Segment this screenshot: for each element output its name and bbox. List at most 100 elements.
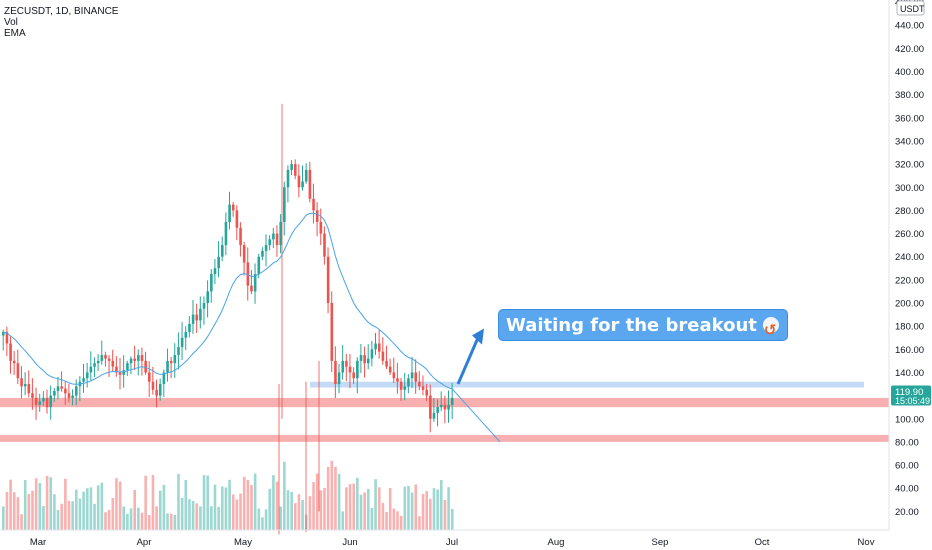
candle-body (235, 210, 239, 228)
candle-body (162, 372, 166, 385)
candle-body (82, 378, 85, 382)
candle-body (363, 355, 366, 364)
y-tick-label: 420.00 (895, 44, 924, 55)
volume-bar (151, 475, 155, 530)
candle-body (96, 360, 100, 364)
y-tick-label: 40.00 (895, 484, 919, 495)
candle-body (148, 372, 151, 382)
volume-bar (261, 517, 264, 530)
candle-body (115, 366, 118, 373)
candle-body (374, 343, 377, 350)
candle-body (122, 370, 126, 375)
last-price-tag (891, 385, 931, 406)
volume-bar (9, 479, 12, 530)
candle-body (377, 343, 381, 352)
volume-bar (100, 482, 104, 530)
volume-bar (374, 479, 377, 530)
volume-bar (297, 494, 301, 530)
candle-body (38, 401, 42, 405)
currency-tag[interactable] (896, 0, 925, 16)
volume-bar (399, 515, 403, 530)
y-tick-label: 380.00 (895, 90, 924, 101)
candle-body (129, 358, 133, 364)
volume-bar (367, 488, 370, 530)
volume-bar (385, 512, 388, 530)
volume-bar (144, 475, 147, 530)
volume-bar (356, 477, 359, 530)
volume-bar (275, 481, 279, 530)
volume-bar (166, 513, 169, 530)
candle-body (12, 360, 16, 364)
volume-bar (78, 498, 82, 530)
candle-body (213, 268, 217, 275)
volume-bar (392, 508, 396, 530)
volume-bar (60, 503, 63, 530)
y-tick-label: 240.00 (895, 252, 924, 263)
candle-body (268, 239, 272, 246)
volume-bar (308, 496, 312, 530)
volume-bar (133, 489, 136, 530)
volume-bar (177, 474, 180, 530)
candle-body (137, 355, 140, 361)
candle-body (16, 363, 20, 379)
candle-body (399, 381, 403, 390)
support-zone (0, 434, 889, 442)
volume-bar (436, 489, 439, 530)
candle-body (345, 360, 348, 367)
volume-bar (301, 499, 304, 530)
volume-bar (334, 466, 337, 530)
candle-body (177, 346, 180, 356)
chart-legend: ZECUSDT, 1D, BINANCE Vol EMA (4, 6, 118, 39)
volume-bar (104, 512, 107, 530)
y-tick-label: 160.00 (895, 345, 924, 356)
candle-body (56, 386, 60, 391)
volume-bar (180, 498, 184, 530)
candle-body (388, 366, 392, 373)
volume-bar (53, 494, 56, 530)
candle-body (53, 390, 56, 396)
symbol-title: ZECUSDT, 1D, BINANCE (4, 6, 119, 17)
volume-bar (27, 494, 31, 530)
volume-bar (42, 506, 45, 530)
candle-body (158, 384, 162, 396)
y-tick-label: 440.00 (895, 21, 924, 32)
volume-bar (432, 488, 436, 530)
candle-body (224, 221, 228, 246)
candle-body (286, 169, 290, 188)
candle-body (341, 360, 345, 373)
volume-bar (169, 513, 173, 530)
candle-body (217, 256, 220, 269)
volume-bar (286, 490, 290, 530)
candle-body (396, 378, 399, 382)
volume-bar (126, 513, 129, 530)
breakout-arrow (456, 337, 480, 385)
volume-bar (326, 466, 330, 530)
volume-bar (195, 503, 199, 530)
volume-bar (337, 473, 341, 530)
x-tick-label: Sep (652, 537, 669, 548)
candle-body (31, 393, 34, 398)
candle-body (381, 351, 385, 361)
volume-bar (56, 509, 60, 530)
candle-body (308, 169, 312, 199)
arrow-rotate-icon (762, 314, 779, 346)
y-tick-label: 320.00 (895, 160, 924, 171)
x-tick-label: Jul (446, 537, 458, 548)
x-tick-label: Mar (30, 537, 46, 548)
y-tick-label: 180.00 (895, 322, 924, 333)
volume-bar (264, 509, 268, 530)
volume-bar (16, 497, 20, 530)
volume-bar (341, 511, 345, 530)
candle-body (202, 303, 206, 309)
volume-bar (414, 484, 418, 530)
candle-body (290, 164, 293, 170)
volume-bar (253, 473, 257, 530)
candle-body (348, 366, 352, 373)
volume-bar (96, 485, 100, 530)
y-tick-label: 260.00 (895, 229, 924, 240)
bar-countdown: 15:05:49 (895, 396, 930, 406)
candle-body (45, 397, 49, 408)
volume-bar (388, 488, 392, 530)
volume-bar (2, 506, 5, 530)
